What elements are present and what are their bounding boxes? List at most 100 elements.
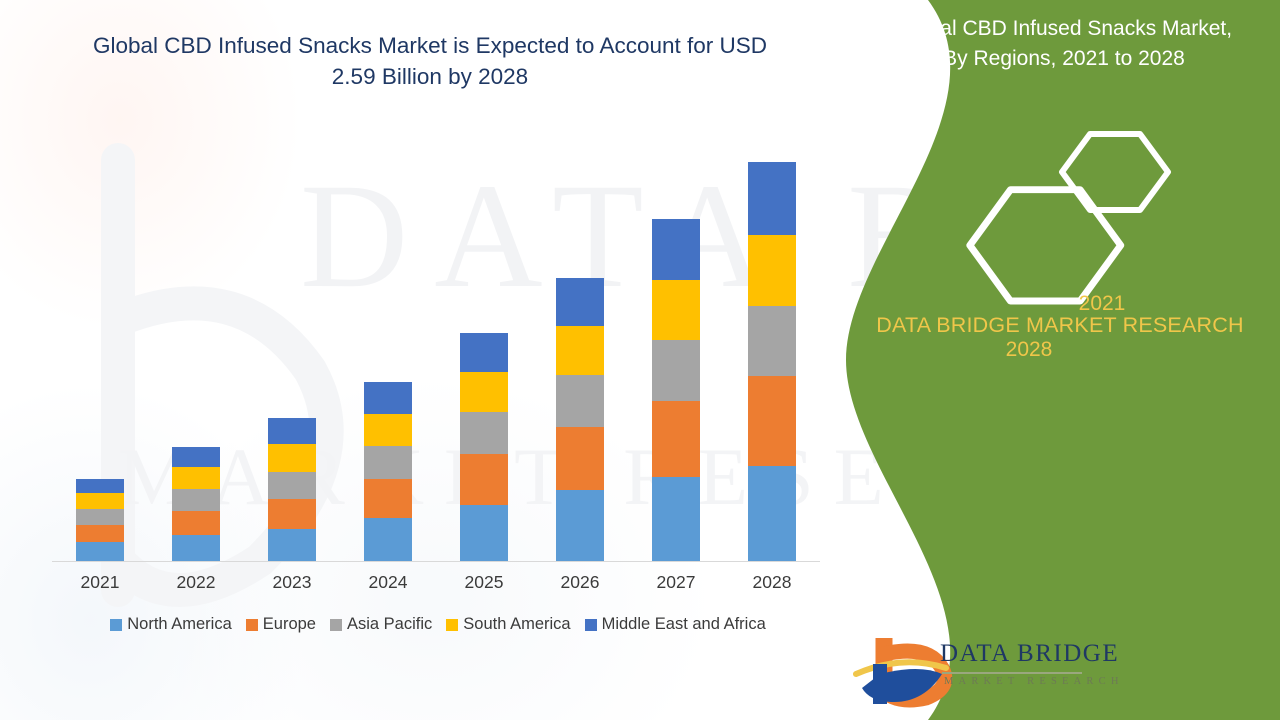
legend-item[interactable]: South America bbox=[446, 615, 571, 634]
bar-segment[interactable] bbox=[268, 499, 316, 530]
bar-segment[interactable] bbox=[76, 542, 124, 561]
bar-segment[interactable] bbox=[556, 375, 604, 427]
bar-segment[interactable] bbox=[172, 510, 220, 536]
bar-segment[interactable] bbox=[172, 467, 220, 489]
x-axis-tick-label: 2026 bbox=[560, 572, 600, 592]
green-panel-title: Global CBD Infused Snacks Market, By Reg… bbox=[895, 17, 1233, 70]
hexagon-group: 2021 2028 bbox=[880, 120, 1240, 361]
bar-column bbox=[148, 150, 244, 561]
legend-swatch-icon bbox=[245, 618, 258, 631]
x-axis-tick-label: 2025 bbox=[464, 572, 504, 592]
bar-stack[interactable] bbox=[652, 219, 700, 561]
x-axis-line bbox=[52, 561, 820, 562]
bar-column bbox=[52, 150, 148, 561]
bar-segment[interactable] bbox=[556, 490, 604, 561]
logo-subtitle-text: MARKET RESEARCH bbox=[944, 676, 1124, 687]
bar-segment[interactable] bbox=[76, 509, 124, 525]
bar-column bbox=[532, 150, 628, 561]
green-panel-content: Global CBD Infused Snacks Market, By Reg… bbox=[840, 0, 1280, 720]
bar-segment[interactable] bbox=[652, 400, 700, 478]
legend-label: Asia Pacific bbox=[347, 615, 433, 633]
x-axis-tick-label: 2024 bbox=[368, 572, 408, 592]
bar-segment[interactable] bbox=[556, 325, 604, 375]
logo-title-text: DATA BRIDGE bbox=[940, 640, 1120, 667]
chart-legend: North America Europe Asia Pacific South Ame… bbox=[52, 615, 824, 634]
bar-stack[interactable] bbox=[460, 333, 508, 561]
bar-segment[interactable] bbox=[652, 219, 700, 280]
x-axis-tick-label: 2022 bbox=[176, 572, 216, 592]
bar-column bbox=[724, 150, 820, 561]
bar-stack[interactable] bbox=[364, 382, 412, 561]
legend-item[interactable]: North America bbox=[110, 615, 232, 634]
bar-segment[interactable] bbox=[268, 444, 316, 472]
bar-segment[interactable] bbox=[364, 413, 412, 446]
bar-column bbox=[244, 150, 340, 561]
bar-segment[interactable] bbox=[748, 305, 796, 377]
bar-segment[interactable] bbox=[460, 412, 508, 455]
x-axis-tick-label: 2028 bbox=[752, 572, 792, 592]
bar-segment[interactable] bbox=[748, 235, 796, 306]
bar-column bbox=[340, 150, 436, 561]
bar-segment[interactable] bbox=[652, 477, 700, 561]
hexagon-label-2028: 2028 bbox=[1005, 338, 1053, 361]
legend-swatch-icon bbox=[446, 618, 459, 631]
x-axis-labels: 2021 2022 2023 2024 2025 2026 2027 2028 bbox=[52, 572, 820, 593]
bar-column bbox=[436, 150, 532, 561]
legend-item[interactable]: Middle East and Africa bbox=[584, 615, 766, 634]
bar-stack[interactable] bbox=[748, 161, 796, 561]
bar-segment[interactable] bbox=[172, 447, 220, 468]
x-axis-tick-label: 2023 bbox=[272, 572, 312, 592]
legend-item[interactable]: Europe bbox=[245, 615, 316, 634]
bar-segment[interactable] bbox=[652, 340, 700, 401]
bar-segment[interactable] bbox=[268, 529, 316, 561]
chart-panel: Global CBD Infused Snacks Market is Expe… bbox=[52, 33, 824, 634]
bar-segment[interactable] bbox=[76, 493, 124, 510]
bar-segment[interactable] bbox=[460, 454, 508, 505]
bar-column bbox=[628, 150, 724, 561]
legend-swatch-icon bbox=[110, 618, 123, 631]
x-axis-tick-label: 2027 bbox=[656, 572, 696, 592]
bar-segment[interactable] bbox=[652, 279, 700, 341]
bar-segment[interactable] bbox=[460, 372, 508, 413]
bar-segment[interactable] bbox=[460, 504, 508, 561]
brand-name-text: DATA BRIDGE MARKET RESEARCH bbox=[876, 313, 1244, 337]
chart-plot-area bbox=[52, 150, 820, 562]
hexagon-shapes-icon bbox=[966, 131, 1171, 305]
data-bridge-logo-icon bbox=[853, 638, 953, 708]
bar-segment[interactable] bbox=[364, 445, 412, 479]
legend-label: Middle East and Africa bbox=[601, 615, 766, 633]
legend-label: North America bbox=[127, 615, 232, 633]
bar-segment[interactable] bbox=[556, 278, 604, 326]
bar-group bbox=[52, 150, 820, 561]
bar-segment[interactable] bbox=[268, 418, 316, 445]
chart-title: Global CBD Infused Snacks Market is Expe… bbox=[92, 33, 768, 90]
bar-segment[interactable] bbox=[172, 535, 220, 561]
legend-swatch-icon bbox=[330, 618, 342, 631]
bar-segment[interactable] bbox=[460, 333, 508, 373]
legend-item[interactable]: Asia Pacific bbox=[330, 615, 432, 634]
bar-segment[interactable] bbox=[76, 524, 124, 543]
bar-stack[interactable] bbox=[76, 478, 124, 561]
legend-label: Europe bbox=[262, 615, 316, 633]
green-panel-background bbox=[846, 0, 1280, 720]
hexagon-label-2021: 2021 bbox=[1078, 292, 1126, 315]
bar-segment[interactable] bbox=[172, 488, 220, 511]
bar-segment[interactable] bbox=[364, 478, 412, 518]
bar-segment[interactable] bbox=[268, 471, 316, 499]
legend-label: South America bbox=[463, 615, 571, 633]
bar-segment[interactable] bbox=[364, 382, 412, 414]
bar-stack[interactable] bbox=[556, 278, 604, 561]
green-side-panel: Global CBD Infused Snacks Market, By Reg… bbox=[840, 0, 1280, 720]
bar-segment[interactable] bbox=[748, 465, 796, 561]
bar-stack[interactable] bbox=[172, 447, 220, 561]
x-axis-tick-label: 2021 bbox=[80, 572, 120, 592]
bar-segment[interactable] bbox=[364, 517, 412, 561]
legend-swatch-icon bbox=[584, 618, 597, 631]
bar-stack[interactable] bbox=[268, 418, 316, 561]
bar-segment[interactable] bbox=[76, 478, 124, 494]
bar-segment[interactable] bbox=[556, 426, 604, 491]
bar-segment[interactable] bbox=[748, 161, 796, 236]
logo-divider bbox=[942, 672, 1082, 674]
bar-segment[interactable] bbox=[748, 376, 796, 466]
